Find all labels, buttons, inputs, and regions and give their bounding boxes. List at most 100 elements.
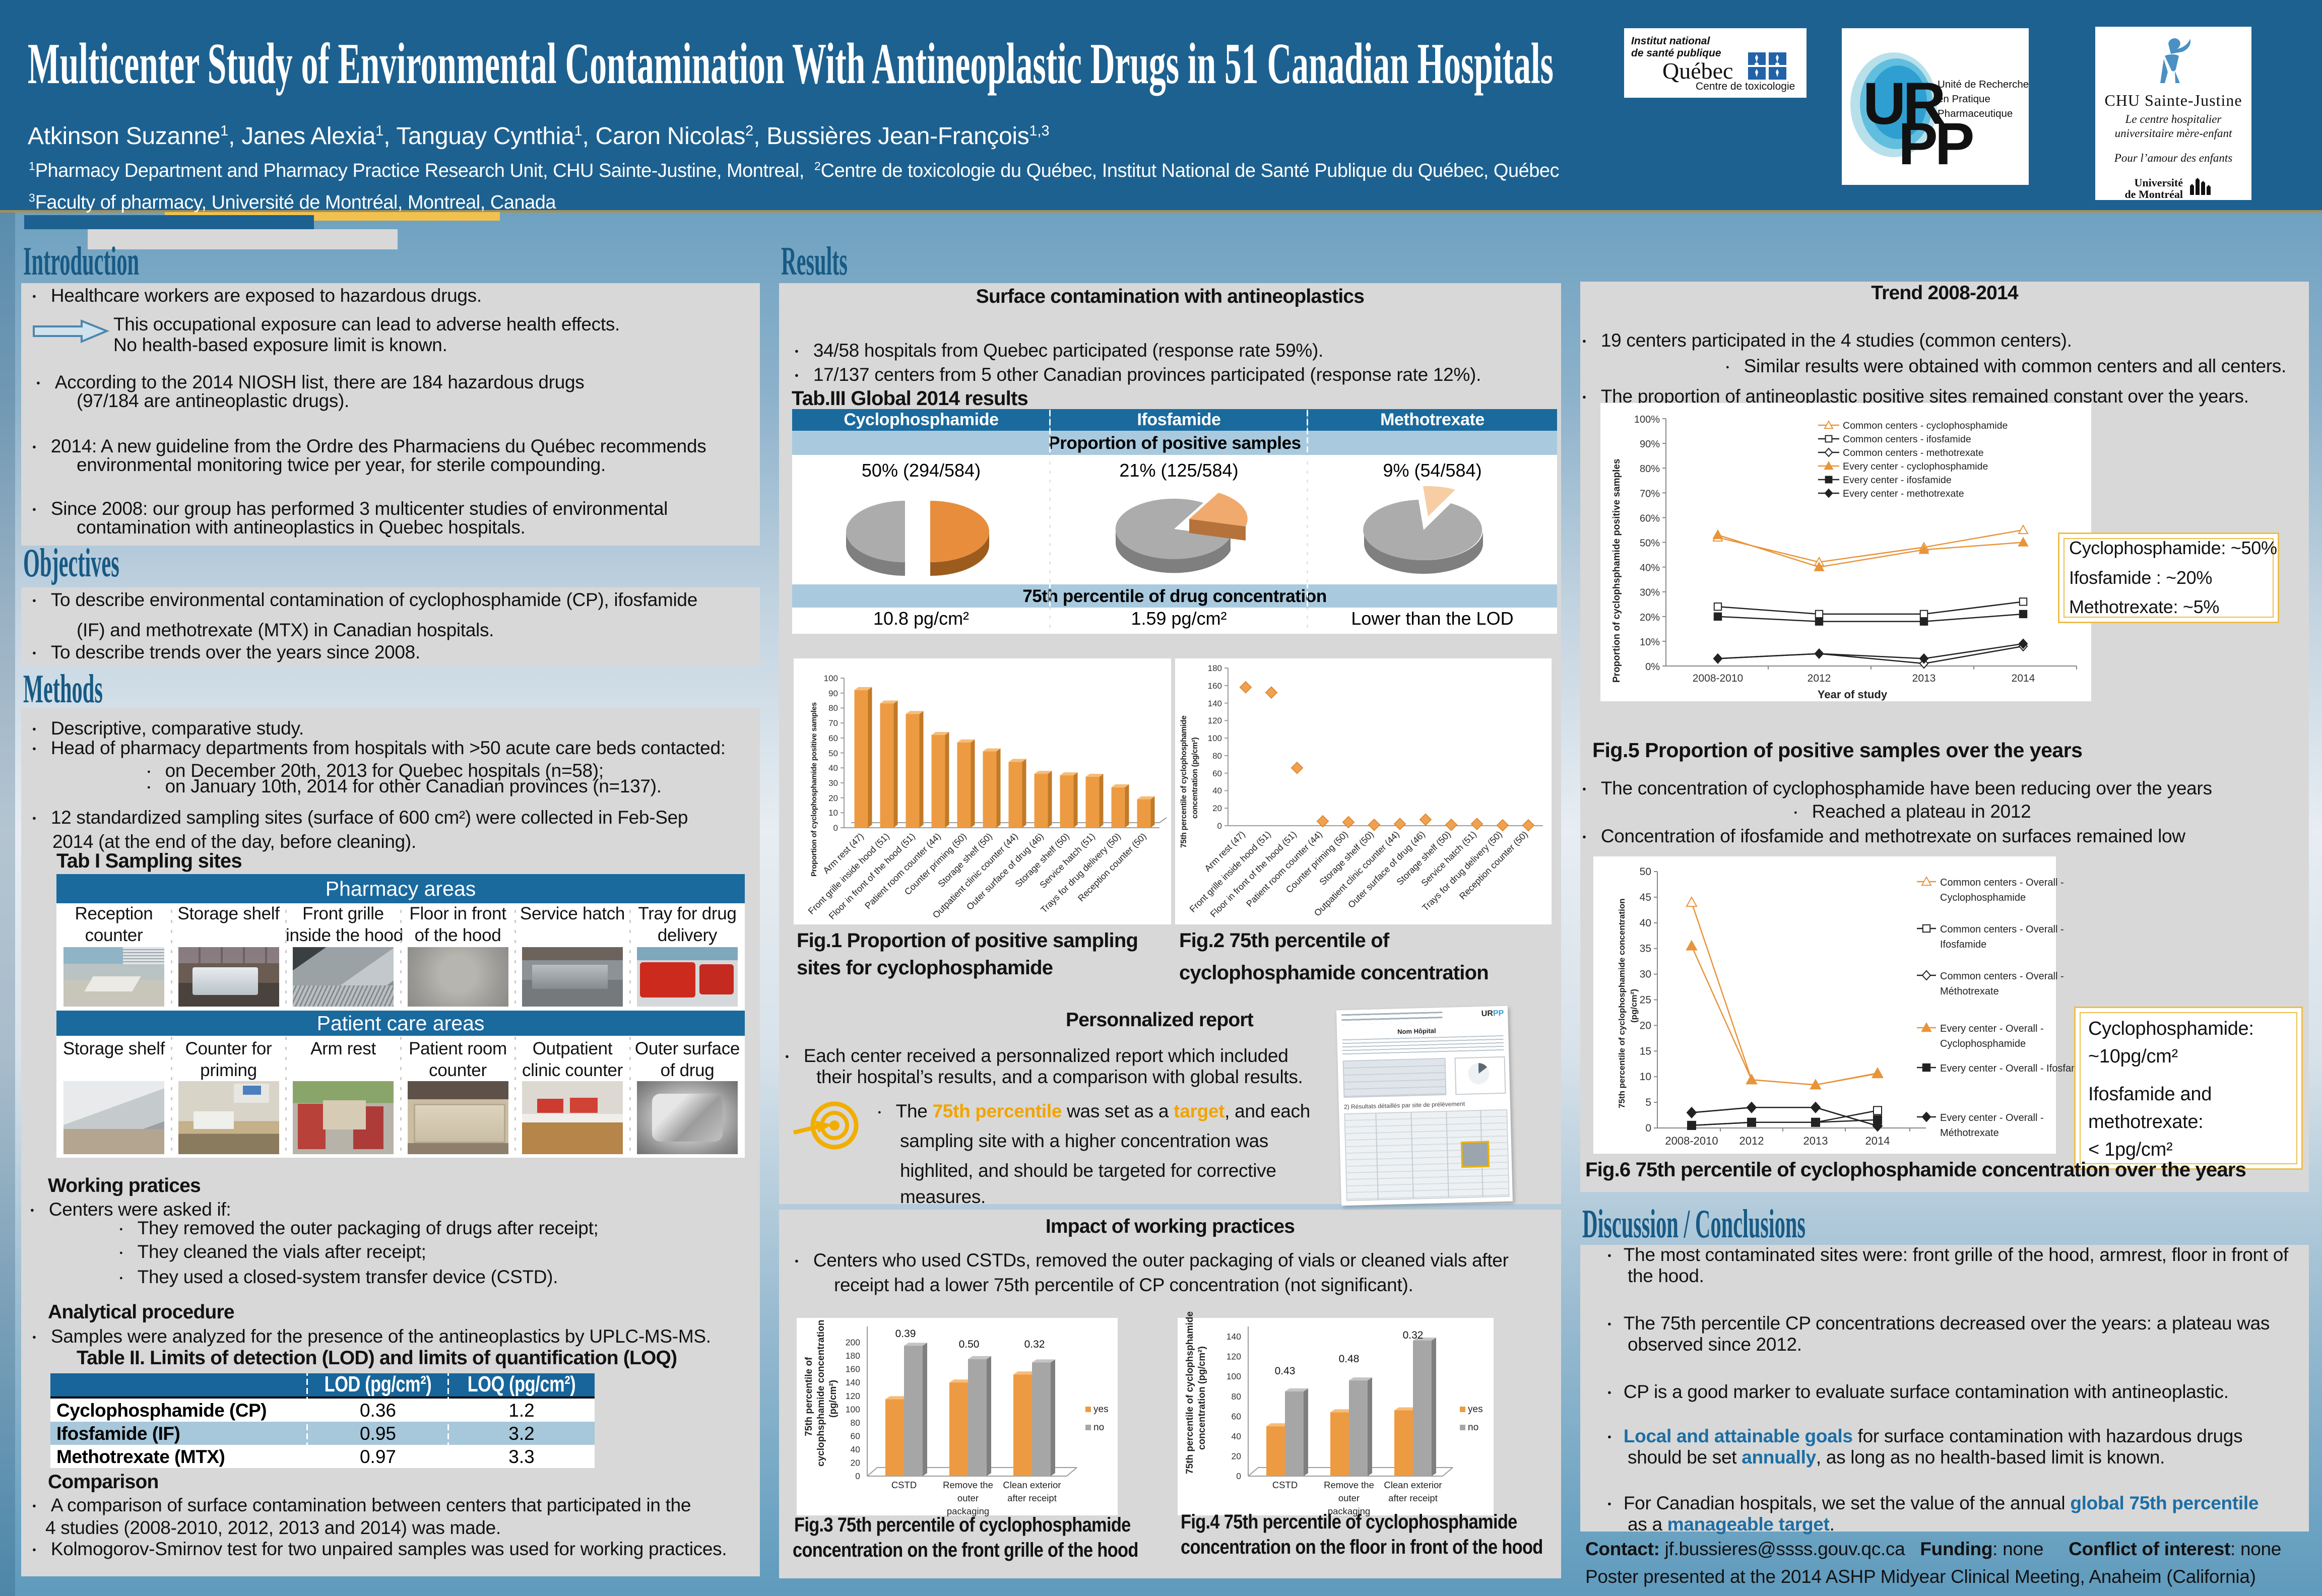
- svg-text:0: 0: [1217, 821, 1222, 831]
- svg-text:0%: 0%: [1645, 661, 1660, 673]
- svg-text:100: 100: [1208, 734, 1222, 743]
- svg-text:2013: 2013: [1912, 673, 1936, 684]
- svg-text:Every center - ifosfamide: Every center - ifosfamide: [1843, 475, 1952, 486]
- svg-text:75th percentile of cyclophosph: 75th percentile of cyclophosphamide conc…: [1617, 898, 1627, 1108]
- svg-text:60%: 60%: [1640, 513, 1660, 524]
- svg-text:60: 60: [851, 1431, 861, 1441]
- svg-text:Common centers - cyclophospham: Common centers - cyclophosphamide: [1843, 420, 2008, 431]
- svg-text:120: 120: [1227, 1352, 1241, 1362]
- svg-text:yes: yes: [1468, 1404, 1483, 1415]
- svg-text:concentration (pg/cm²): concentration (pg/cm²): [1197, 1346, 1207, 1450]
- svg-text:2012: 2012: [1739, 1135, 1764, 1147]
- svg-text:20%: 20%: [1640, 612, 1660, 623]
- svg-text:100: 100: [846, 1404, 860, 1414]
- svg-text:Common centers - Overall -: Common centers - Overall -: [1940, 971, 2064, 982]
- svg-text:2008-2010: 2008-2010: [1665, 1135, 1718, 1147]
- svg-text:0: 0: [1236, 1471, 1241, 1481]
- svg-text:Cyclophosphamide: Cyclophosphamide: [1940, 1038, 2026, 1049]
- svg-text:40: 40: [1212, 786, 1222, 795]
- svg-text:100%: 100%: [1634, 414, 1660, 425]
- svg-text:100: 100: [1227, 1371, 1241, 1381]
- svg-text:10: 10: [1640, 1071, 1651, 1083]
- svg-text:60: 60: [828, 734, 838, 743]
- svg-text:Common centers - Overall -: Common centers - Overall -: [1940, 877, 2064, 888]
- svg-text:40: 40: [1640, 917, 1651, 929]
- svg-text:200: 200: [846, 1338, 860, 1348]
- svg-text:20: 20: [1640, 1020, 1651, 1031]
- svg-text:Unité de Recherche: Unité de Recherche: [1938, 79, 2029, 90]
- svg-text:Common centers - Overall -: Common centers - Overall -: [1940, 924, 2064, 935]
- svg-text:0.39: 0.39: [895, 1328, 916, 1340]
- svg-text:concentration (pg/cm²): concentration (pg/cm²): [1191, 738, 1199, 819]
- svg-text:Méthotrexate: Méthotrexate: [1940, 986, 1999, 997]
- svg-text:140: 140: [846, 1377, 860, 1387]
- svg-text:75th percentile of cyclophosph: 75th percentile of cyclophosphamide: [1180, 715, 1188, 848]
- svg-text:Common centers - methotrexate: Common centers - methotrexate: [1843, 447, 1984, 458]
- svg-text:50%: 50%: [1640, 538, 1660, 549]
- svg-text:0: 0: [855, 1471, 860, 1481]
- svg-text:Clean exterior: Clean exterior: [1003, 1480, 1061, 1490]
- svg-text:30: 30: [828, 778, 838, 788]
- svg-text:Remove the: Remove the: [1324, 1480, 1374, 1490]
- svg-text:60: 60: [1232, 1411, 1242, 1421]
- svg-text:40: 40: [851, 1444, 861, 1454]
- svg-text:90: 90: [828, 689, 838, 698]
- svg-text:CSTD: CSTD: [1272, 1480, 1298, 1490]
- svg-text:(pg/cm²): (pg/cm²): [1629, 989, 1639, 1023]
- svg-text:40: 40: [1232, 1431, 1242, 1441]
- svg-text:0: 0: [1645, 1122, 1651, 1134]
- svg-text:80: 80: [1212, 751, 1222, 761]
- svg-text:Every center - cyclophosphamid: Every center - cyclophosphamide: [1843, 461, 1988, 472]
- svg-text:2014: 2014: [2012, 673, 2035, 684]
- svg-text:Proportion of cyclophsphamide: Proportion of cyclophsphamide positive s…: [1611, 459, 1622, 683]
- svg-text:50: 50: [1640, 866, 1651, 878]
- svg-text:outer: outer: [1338, 1493, 1360, 1503]
- svg-text:(pg/cm²): (pg/cm²): [828, 1380, 838, 1418]
- svg-text:25: 25: [1640, 994, 1651, 1006]
- svg-text:Every center - Overall - Ifosf: Every center - Overall - Ifosfamide: [1940, 1063, 2093, 1074]
- svg-text:140: 140: [1227, 1332, 1241, 1342]
- svg-text:100: 100: [824, 674, 838, 683]
- svg-text:20: 20: [851, 1457, 861, 1468]
- svg-text:20: 20: [1212, 804, 1222, 813]
- svg-text:PP: PP: [1898, 111, 1973, 177]
- svg-text:80%: 80%: [1640, 463, 1660, 475]
- svg-text:180: 180: [1208, 663, 1222, 673]
- svg-text:0.43: 0.43: [1275, 1365, 1296, 1377]
- svg-text:0: 0: [833, 823, 838, 833]
- svg-text:20: 20: [828, 793, 838, 803]
- svg-text:2014: 2014: [1865, 1135, 1890, 1147]
- svg-text:Every center - methotrexate: Every center - methotrexate: [1843, 488, 1964, 499]
- svg-text:5: 5: [1645, 1097, 1651, 1108]
- svg-text:80: 80: [828, 703, 838, 713]
- svg-text:75th percentile of: 75th percentile of: [804, 1357, 814, 1436]
- svg-text:0.50: 0.50: [959, 1339, 980, 1350]
- svg-text:2012: 2012: [1808, 673, 1831, 684]
- svg-text:packaging: packaging: [947, 1506, 989, 1516]
- svg-text:0.32: 0.32: [1403, 1329, 1424, 1341]
- svg-text:UR: UR: [1863, 71, 1945, 137]
- svg-text:30: 30: [1640, 969, 1651, 980]
- svg-text:60: 60: [1212, 769, 1222, 778]
- svg-text:after receipt: after receipt: [1007, 1493, 1057, 1503]
- svg-text:Every center - Overall -: Every center - Overall -: [1940, 1023, 2044, 1034]
- svg-text:after receipt: after receipt: [1388, 1493, 1438, 1503]
- svg-text:Ifosfamide: Ifosfamide: [1940, 939, 1986, 950]
- svg-text:0.32: 0.32: [1024, 1339, 1045, 1350]
- svg-text:80: 80: [1232, 1391, 1242, 1402]
- svg-text:Pharmaceutique: Pharmaceutique: [1938, 108, 2013, 119]
- svg-text:90%: 90%: [1640, 439, 1660, 450]
- svg-text:outer: outer: [957, 1493, 979, 1503]
- svg-text:10: 10: [828, 808, 838, 818]
- svg-text:160: 160: [846, 1364, 860, 1374]
- svg-text:30%: 30%: [1640, 587, 1660, 598]
- svg-text:70%: 70%: [1640, 488, 1660, 499]
- svg-text:Every center - Overall -: Every center - Overall -: [1940, 1112, 2044, 1123]
- svg-text:cyclophsphamide concentration: cyclophsphamide concentration: [816, 1320, 826, 1467]
- svg-text:180: 180: [846, 1351, 860, 1361]
- svg-text:40%: 40%: [1640, 563, 1660, 574]
- svg-text:50: 50: [828, 749, 838, 758]
- svg-text:45: 45: [1640, 892, 1651, 903]
- svg-text:en Pratique: en Pratique: [1938, 93, 1990, 105]
- svg-text:no: no: [1468, 1422, 1478, 1433]
